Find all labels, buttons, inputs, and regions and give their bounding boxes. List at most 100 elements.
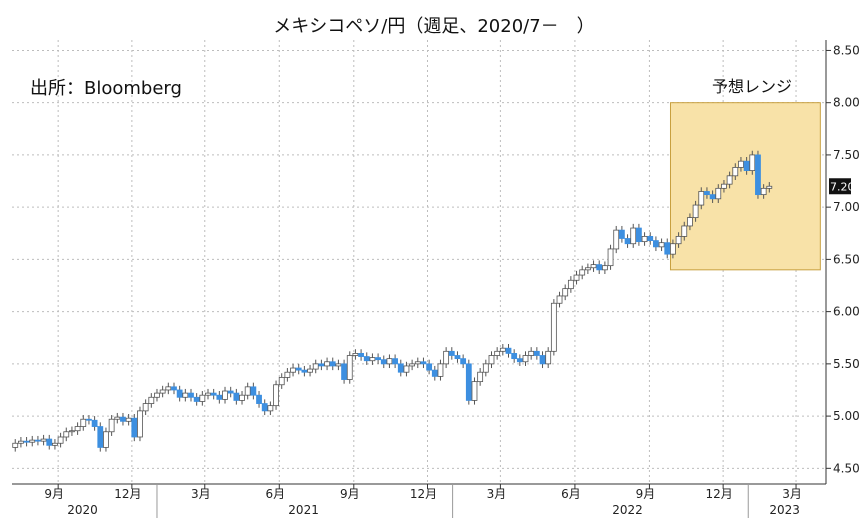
candle [687, 213, 693, 231]
candle [590, 260, 597, 272]
y-tick-label: 7.00 [833, 200, 860, 214]
candle-body-up [52, 442, 58, 446]
candle-body-down [86, 418, 92, 421]
candle-body-up [488, 355, 495, 365]
candle-body-down [397, 363, 404, 373]
candle [726, 171, 733, 189]
forecast-range-label: 予想レンジ [712, 77, 792, 96]
candle [205, 388, 211, 400]
candle-body-up [437, 363, 444, 377]
candle [125, 414, 132, 426]
candle [630, 223, 637, 248]
candle [40, 434, 47, 446]
candle-body-down [97, 426, 104, 448]
candle-body-down [120, 416, 126, 422]
candle-body-up [386, 358, 393, 365]
candle-body-up [346, 355, 353, 380]
candle-body-down [91, 419, 98, 427]
candle-body-up [335, 363, 342, 367]
candle-body-up [137, 410, 143, 438]
candle-body-up [409, 363, 416, 367]
x-tick-label: 12月 [410, 487, 437, 501]
candle [148, 393, 155, 408]
candle-body-up [12, 442, 19, 448]
candle-body-up [443, 350, 450, 365]
candle-body-down [664, 242, 671, 255]
candle-body-down [358, 353, 364, 357]
candle-body-down [533, 350, 540, 356]
candle-body-down [709, 194, 716, 200]
candle-body-up [312, 363, 319, 370]
candle [675, 232, 682, 248]
candle-body-up [324, 361, 330, 367]
candle [426, 359, 433, 375]
candle-body-up [579, 269, 586, 276]
candle [12, 439, 19, 452]
x-tick-label: 3月 [191, 487, 211, 501]
last-price-label: 7.20 [830, 180, 855, 193]
candle [471, 377, 478, 405]
candle-body-up [584, 267, 591, 271]
candle-body-up [749, 154, 756, 171]
candle [477, 368, 484, 386]
candle [244, 382, 251, 400]
candle [278, 373, 285, 389]
candle-body-up [165, 386, 172, 391]
x-tick-label: 3月 [487, 487, 507, 501]
candle-body-down [460, 358, 467, 365]
candle-body-down [618, 229, 625, 239]
candle-body-down [755, 154, 761, 196]
candle [749, 150, 756, 175]
candle-body-up [142, 403, 149, 412]
candle-body-up [760, 187, 767, 196]
candle [193, 393, 200, 406]
candle [318, 359, 325, 371]
candle-body-down [624, 238, 631, 245]
candle-body-up [556, 295, 563, 304]
candle-body-down [216, 394, 223, 400]
candle [704, 187, 710, 199]
candle [341, 359, 347, 384]
candle-body-up [125, 417, 132, 422]
candle [307, 364, 313, 377]
candle [641, 232, 648, 246]
candle-body-up [738, 160, 744, 168]
chart-title: メキシコペソ/円（週足、2020/7－ ） [273, 16, 594, 37]
x-tick-label: 9月 [340, 487, 360, 501]
candle-body-up [522, 355, 529, 363]
candle-body-down [250, 386, 257, 396]
candle-body-up [641, 236, 648, 243]
candle-body-down [193, 396, 200, 402]
candle [556, 291, 563, 308]
candle [494, 347, 501, 360]
candle [199, 391, 206, 406]
candle [414, 357, 421, 369]
y-tick-label: 8.50 [833, 43, 860, 57]
candle-body-up [159, 389, 166, 394]
candle [159, 385, 166, 398]
candle-body-up [567, 279, 574, 290]
candle [618, 225, 625, 243]
candle [137, 406, 143, 442]
candle-body-up [613, 229, 620, 250]
source-label: 出所：Bloomberg [30, 78, 182, 99]
year-label: 2021 [288, 503, 319, 517]
x-tick-label: 6月 [561, 487, 581, 501]
candle [69, 426, 75, 436]
candle-body-up [74, 426, 81, 432]
candle [420, 357, 427, 369]
candle [698, 187, 705, 210]
candle-body-down [171, 386, 177, 391]
candle [613, 225, 620, 254]
candle [131, 414, 138, 442]
candle-body-up [630, 227, 637, 245]
candle-body-up [687, 217, 693, 227]
candle-body-down [420, 361, 427, 365]
candle [227, 386, 234, 398]
candle [29, 435, 36, 447]
candle [312, 359, 319, 374]
candle [505, 344, 512, 358]
x-tick-label: 3月 [782, 487, 802, 501]
candle [171, 382, 177, 395]
candle-body-up [477, 371, 484, 383]
